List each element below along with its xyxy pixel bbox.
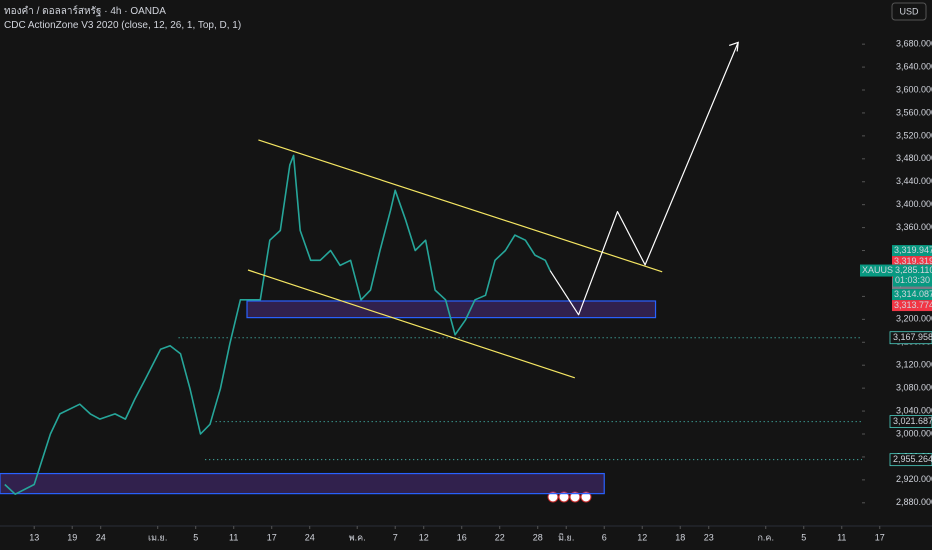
- x-tick-label: 19: [67, 532, 77, 542]
- y-tick-label: 3,000.000: [896, 428, 932, 438]
- y-tick-label: 2,880.000: [896, 497, 932, 507]
- x-tick-label: 11: [229, 532, 238, 542]
- last-price-box: [893, 264, 932, 287]
- y-tick-label: 3,520.000: [896, 130, 932, 140]
- y-tick-label: 3,080.000: [896, 383, 932, 393]
- y-tick-label: 3,440.000: [896, 176, 932, 186]
- x-tick-label: 5: [193, 532, 198, 542]
- symbol-box: [860, 264, 893, 277]
- indicator-name: CDC ActionZone V3 2020 (close, 12, 26, 1…: [4, 20, 241, 31]
- price-label-box: [892, 256, 932, 268]
- x-tick-label: 12: [637, 532, 647, 542]
- y-tick-label: 3,480.000: [896, 153, 932, 163]
- level-label-box: [889, 453, 932, 467]
- y-tick-label: 3,200.000: [896, 314, 932, 324]
- y-tick-label: 3,040.000: [896, 405, 932, 415]
- price-label-box: [892, 289, 932, 301]
- x-tick-label: 24: [96, 532, 106, 542]
- price-label: 3,313.774: [894, 300, 932, 310]
- x-tick-label: 11: [837, 532, 846, 542]
- symbol: XAUUSD: [862, 265, 900, 275]
- price-label: 3,314.087: [894, 289, 932, 299]
- y-tick-label: 3,560.000: [896, 107, 932, 117]
- x-tick-label: 28: [533, 532, 543, 542]
- trendline: [247, 269, 575, 379]
- price-label-box: [892, 300, 932, 312]
- x-tick-label: 7: [393, 532, 398, 542]
- x-tick-label: 17: [267, 532, 277, 542]
- projection-arrow: [729, 41, 739, 52]
- x-tick-label: 17: [875, 532, 885, 542]
- x-tick-label: ก.ค.: [757, 532, 773, 542]
- zone: [246, 300, 657, 319]
- x-tick-label: 6: [602, 532, 607, 542]
- level-label-box: [889, 415, 932, 428]
- level-label: 3,021.687: [893, 416, 932, 426]
- price-label: 3,319.319: [894, 256, 932, 266]
- currency-button[interactable]: [891, 2, 927, 21]
- y-tick-label: 2,920.000: [896, 474, 932, 484]
- x-tick-label: 18: [675, 532, 685, 542]
- x-tick-label: 5: [801, 532, 806, 542]
- y-tick-label: 3,680.000: [896, 39, 932, 49]
- chart-title: ทองคำ / ดอลลาร์สหรัฐ · 4h · OANDA: [4, 5, 166, 17]
- y-tick-label: 3,400.000: [896, 199, 932, 209]
- countdown: 01:03:30: [895, 275, 930, 285]
- level-label: 2,955.264: [893, 454, 932, 464]
- y-tick-label: 3,360.000: [896, 222, 932, 232]
- level-label-box: [889, 331, 932, 345]
- x-tick-label: 24: [305, 532, 315, 542]
- level-label: 3,167.958: [893, 332, 932, 342]
- price-label-box: [892, 245, 932, 257]
- y-tick-label: 3,120.000: [896, 360, 932, 370]
- currency[interactable]: USD: [899, 6, 919, 16]
- y-tick-label: 3,600.000: [896, 84, 932, 94]
- x-tick-label: 12: [419, 532, 429, 542]
- event-flags: [547, 491, 592, 503]
- price-label: 3,319.947: [894, 245, 932, 255]
- trendline: [258, 139, 663, 273]
- x-tick-label: มิ.ย.: [558, 532, 574, 542]
- last-price: 3,285.110: [895, 265, 932, 275]
- x-tick-label: พ.ค.: [349, 532, 366, 542]
- zone: [0, 472, 605, 495]
- x-tick-label: 22: [495, 532, 505, 542]
- x-tick-label: เม.ย.: [148, 532, 167, 542]
- x-tick-label: 23: [704, 532, 714, 542]
- projection: [549, 42, 739, 316]
- x-tick-label: 16: [457, 532, 467, 542]
- price-line: [4, 154, 551, 495]
- y-tick-label: 3,640.000: [896, 61, 932, 71]
- x-tick-label: 13: [29, 532, 39, 542]
